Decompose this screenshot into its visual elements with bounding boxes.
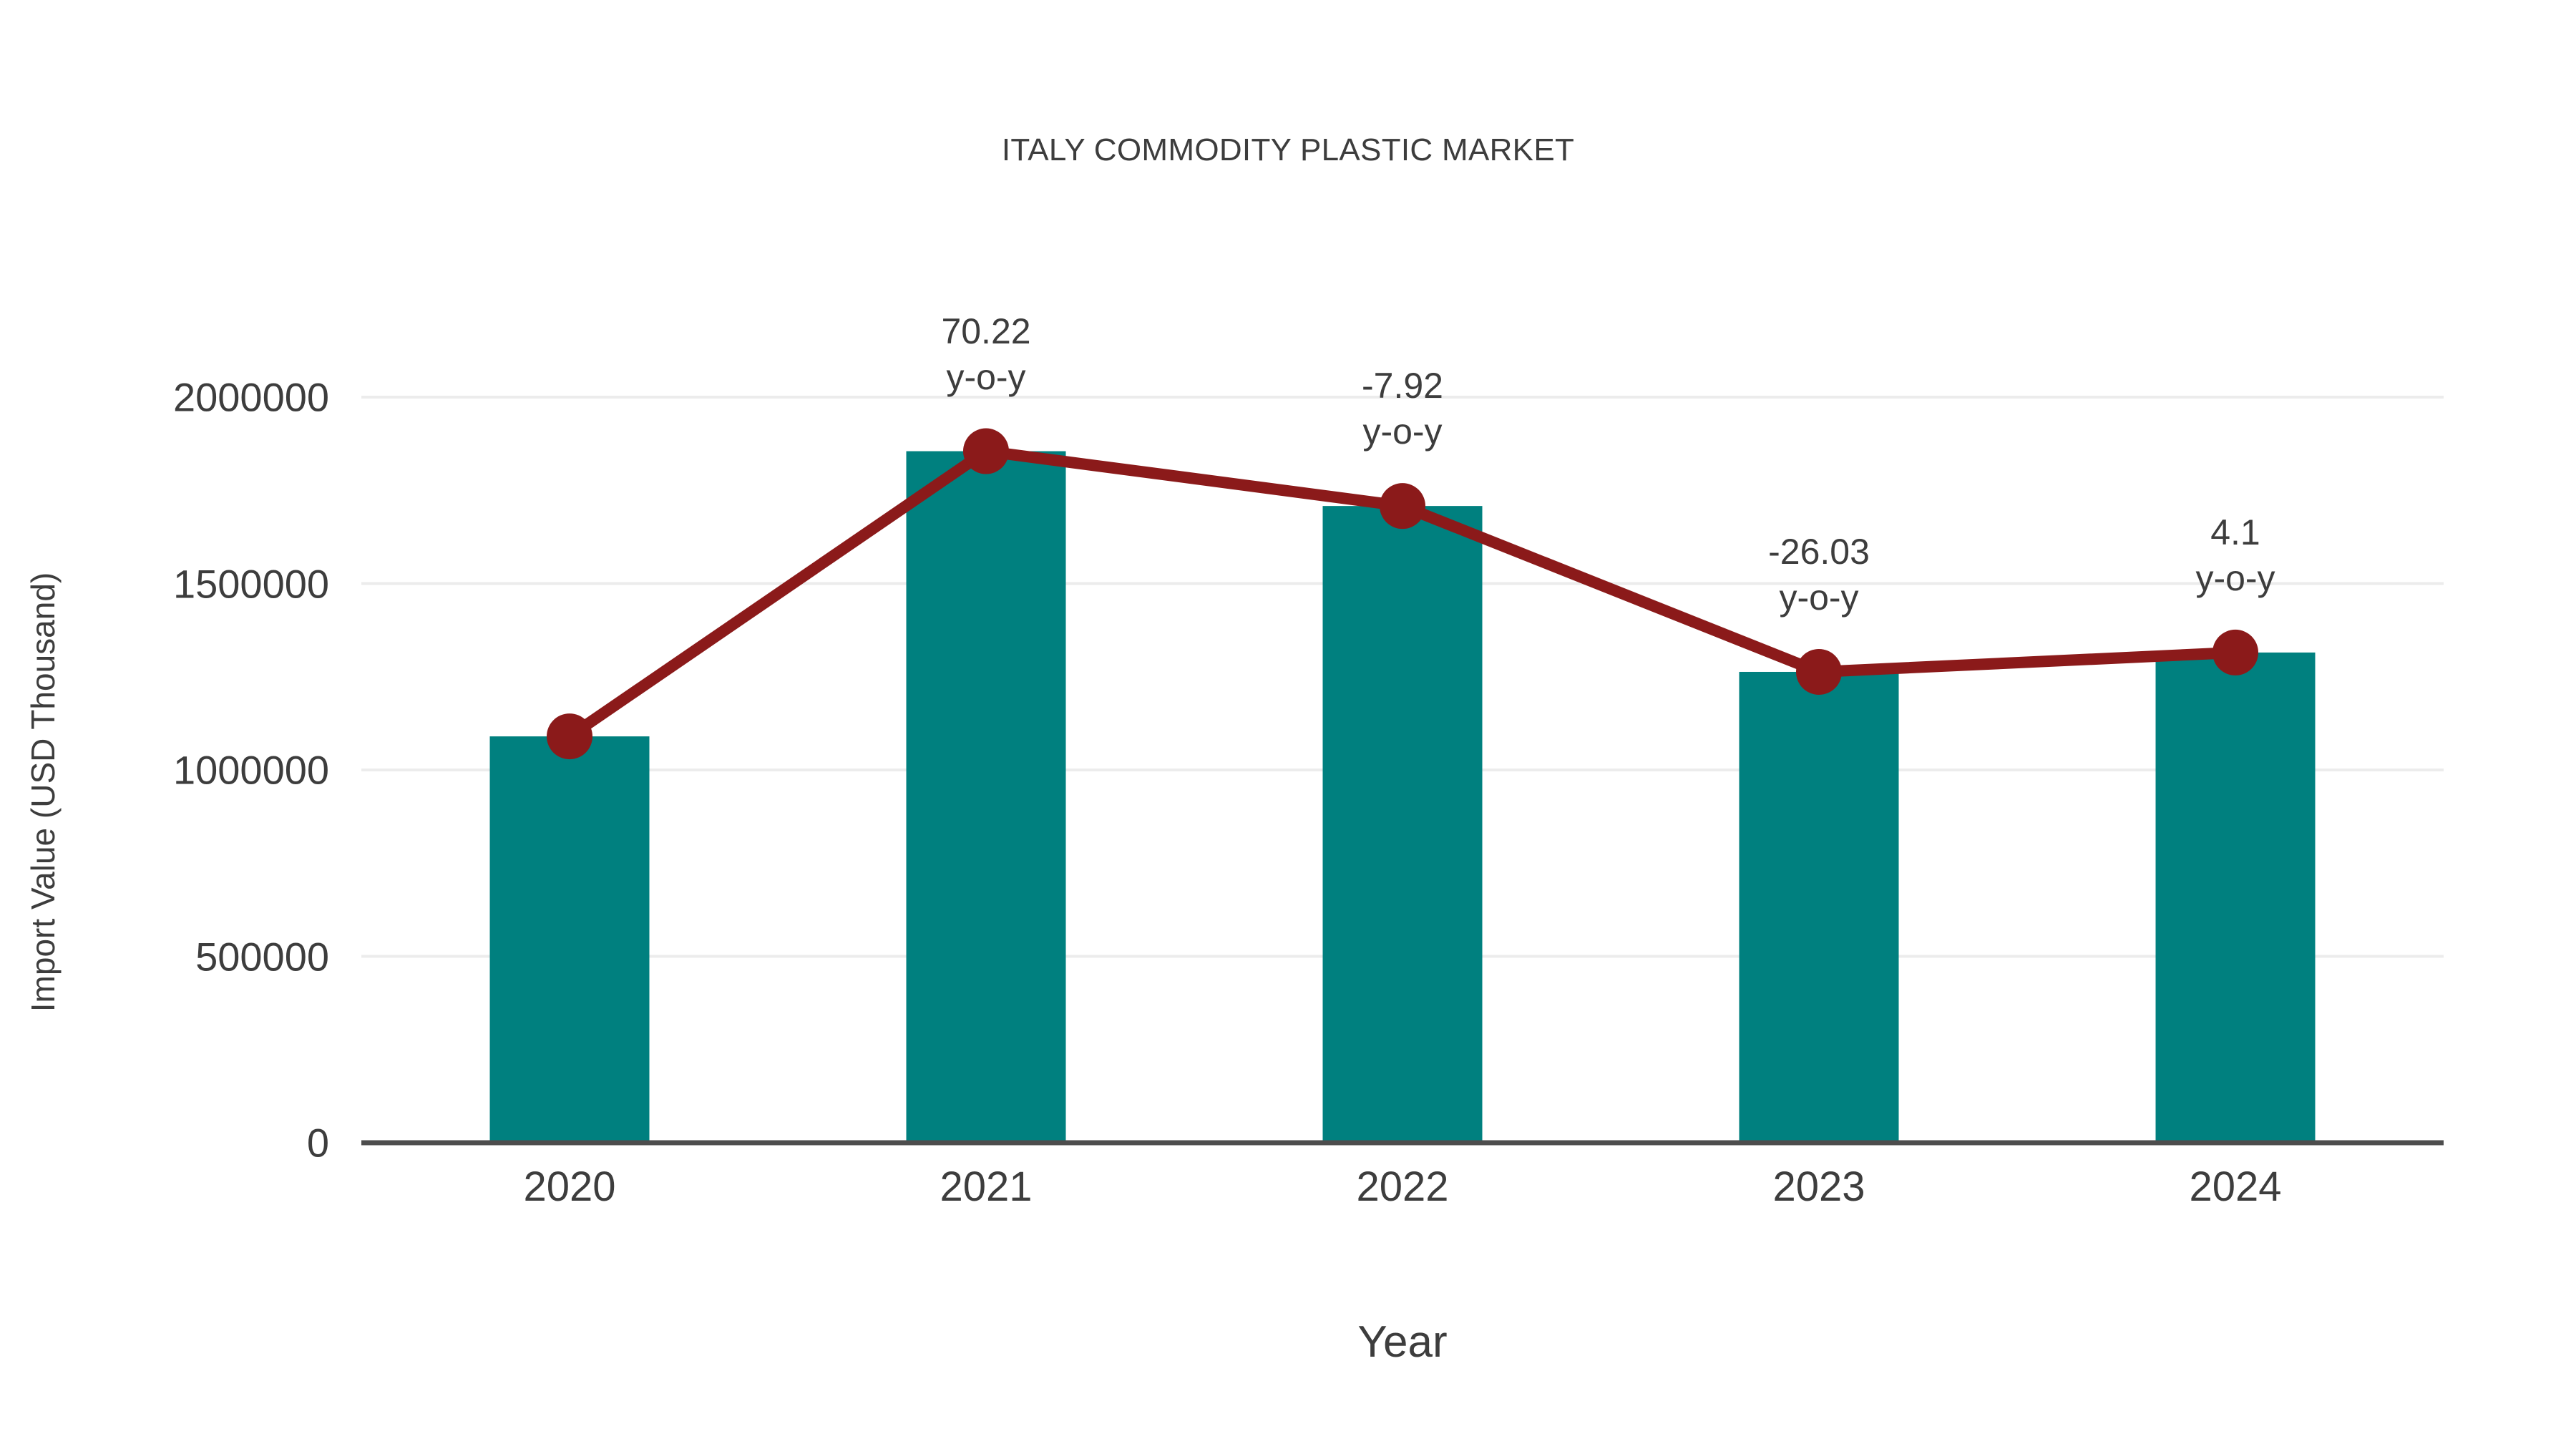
data-point-marker-2023[interactable] xyxy=(1796,648,1842,695)
data-point-marker-2020[interactable] xyxy=(547,713,592,760)
x-tick-label-2023: 2023 xyxy=(1772,1163,1865,1210)
bar-2020[interactable] xyxy=(489,736,650,1143)
bar-2021[interactable] xyxy=(906,451,1066,1143)
x-tick-label-2022: 2022 xyxy=(1356,1163,1449,1210)
y-tick-label: 0 xyxy=(306,1120,329,1166)
x-axis-title: Year xyxy=(1357,1317,1448,1367)
yoy-unit: y-o-y xyxy=(946,356,1026,397)
bar-2022[interactable] xyxy=(1322,506,1483,1143)
y-tick-label: 500000 xyxy=(195,934,329,979)
yoy-value: 4.1 xyxy=(2210,512,2260,552)
yoy-annotation-2021: 70.22 y-o-y xyxy=(807,308,1165,400)
x-tick-label-2020: 2020 xyxy=(523,1163,616,1210)
yoy-annotation-2022: -7.92 y-o-y xyxy=(1224,363,1581,454)
yoy-value: 70.22 xyxy=(941,311,1031,351)
bar-2023[interactable] xyxy=(1739,671,1899,1143)
yoy-value: -7.92 xyxy=(1362,366,1443,406)
data-point-marker-2021[interactable] xyxy=(963,428,1009,474)
y-tick-label: 1500000 xyxy=(172,561,329,606)
data-point-marker-2022[interactable] xyxy=(1380,483,1425,530)
x-tick-label-2024: 2024 xyxy=(2189,1163,2282,1210)
yoy-annotation-2023: -26.03 y-o-y xyxy=(1640,529,1998,620)
yoy-unit: y-o-y xyxy=(2195,557,2275,598)
x-tick-label-2021: 2021 xyxy=(940,1163,1033,1210)
yoy-annotation-2024: 4.1 y-o-y xyxy=(2057,509,2414,601)
data-point-marker-2024[interactable] xyxy=(2212,629,2258,675)
yoy-unit: y-o-y xyxy=(1779,577,1859,618)
y-tick-label: 2000000 xyxy=(172,374,329,420)
bar-2024[interactable] xyxy=(2155,652,2316,1143)
chart-title: ITALY COMMODITY PLASTIC MARKET xyxy=(1001,132,1575,167)
yoy-value: -26.03 xyxy=(1768,531,1870,572)
yoy-unit: y-o-y xyxy=(1362,411,1443,452)
y-tick-label: 1000000 xyxy=(172,747,329,793)
